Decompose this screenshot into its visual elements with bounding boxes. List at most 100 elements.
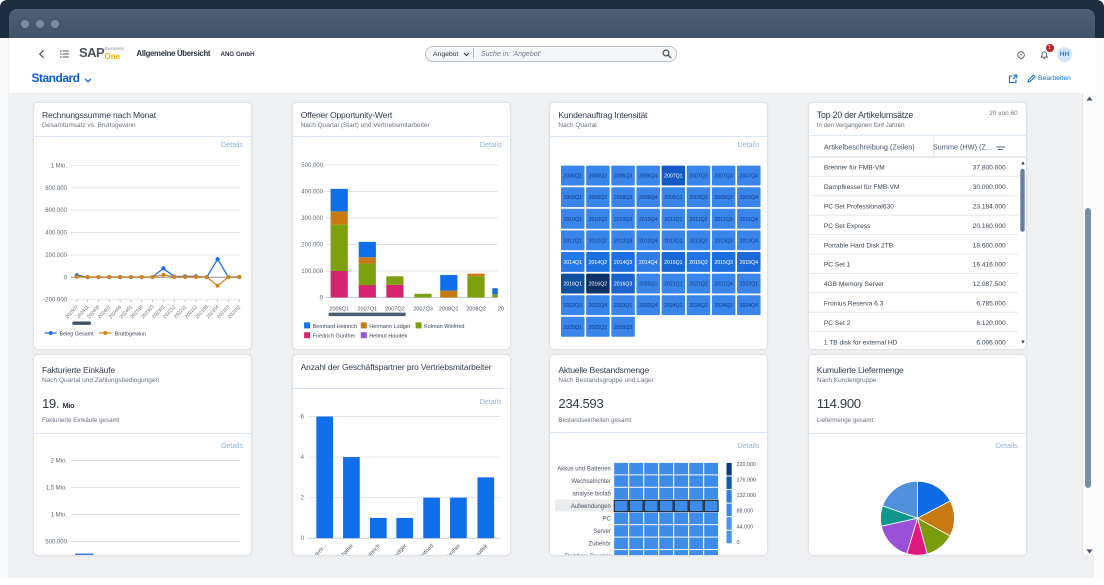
svg-text:88.000: 88.000 bbox=[737, 508, 754, 514]
svg-text:12.087.500: 12.087.500 bbox=[972, 281, 1005, 288]
svg-text:PC Set Professional630: PC Set Professional630 bbox=[824, 204, 894, 211]
svg-text:200.000: 200.000 bbox=[45, 253, 67, 259]
svg-text:1 TB disk for external HD: 1 TB disk for external HD bbox=[824, 339, 898, 346]
svg-text:2014Q3: 2014Q3 bbox=[614, 260, 633, 266]
svg-text:2023Q4: 2023Q4 bbox=[639, 303, 658, 309]
svg-text:2011Q2: 2011Q2 bbox=[690, 217, 708, 223]
svg-text:Server: Server bbox=[594, 528, 612, 534]
svg-text:2012Q4: 2012Q4 bbox=[639, 238, 658, 244]
svg-text:...infried: ...infried bbox=[417, 543, 435, 555]
svg-text:20.160.000: 20.160.000 bbox=[972, 223, 1005, 230]
svg-text:2014Q1: 2014Q1 bbox=[564, 260, 583, 266]
svg-text:?: ? bbox=[1020, 53, 1023, 59]
svg-text:2012Q2: 2012Q2 bbox=[589, 238, 608, 244]
svg-text:2007Q3: 2007Q3 bbox=[715, 174, 734, 180]
svg-text:...ünther: ...ünther bbox=[443, 543, 461, 555]
svg-text:...einrich: ...einrich bbox=[363, 543, 382, 555]
svg-text:-200.000: -200.000 bbox=[43, 298, 67, 304]
svg-text:Vertr...: Vertr... bbox=[312, 542, 328, 554]
svg-text:2009Q2: 2009Q2 bbox=[690, 195, 709, 201]
svg-text:6.785.000: 6.785.000 bbox=[976, 301, 1006, 308]
svg-text:2020Q1: 2020Q1 bbox=[639, 282, 658, 288]
svg-text:0: 0 bbox=[737, 539, 740, 545]
svg-text:2010Q2: 2010Q2 bbox=[589, 217, 608, 223]
svg-text:analyse biolab: analyse biolab bbox=[573, 491, 612, 497]
svg-text:...halter: ...halter bbox=[337, 543, 354, 555]
svg-text:2007Q2: 2007Q2 bbox=[385, 307, 405, 313]
svg-text:6.120.000: 6.120.000 bbox=[976, 320, 1006, 327]
svg-text:2015Q2: 2015Q2 bbox=[690, 260, 709, 266]
svg-text:44.000: 44.000 bbox=[737, 524, 754, 530]
svg-text:2: 2 bbox=[300, 495, 304, 501]
svg-text:2021Q2: 2021Q2 bbox=[690, 282, 709, 288]
svg-text:2007Q1: 2007Q1 bbox=[357, 307, 377, 313]
svg-text:2025Q1: 2025Q1 bbox=[564, 325, 583, 331]
svg-text:2022Q1: 2022Q1 bbox=[740, 282, 759, 288]
svg-text:400.000: 400.000 bbox=[301, 190, 323, 196]
svg-text:20: 20 bbox=[498, 307, 504, 313]
svg-text:1 Mio.: 1 Mio. bbox=[51, 163, 68, 169]
svg-text:2008Q1: 2008Q1 bbox=[564, 195, 583, 201]
svg-text:6: 6 bbox=[300, 414, 304, 420]
svg-text:2015Q3: 2015Q3 bbox=[715, 260, 734, 266]
svg-text:500.000: 500.000 bbox=[301, 163, 323, 169]
svg-text:2007Q2: 2007Q2 bbox=[690, 174, 709, 180]
svg-text:Summe (HW) (Z...: Summe (HW) (Z... bbox=[933, 143, 992, 152]
svg-text:600.000: 600.000 bbox=[45, 208, 67, 214]
svg-text:Rainbow Drucker: Rainbow Drucker bbox=[565, 553, 611, 554]
svg-text:220.000: 220.000 bbox=[737, 461, 757, 467]
svg-text:Helmut Houdek: Helmut Houdek bbox=[369, 334, 407, 340]
svg-text:2014Q2: 2014Q2 bbox=[589, 260, 608, 266]
svg-text:2013Q4: 2013Q4 bbox=[740, 238, 759, 244]
svg-text:2013Q2: 2013Q2 bbox=[690, 238, 709, 244]
svg-text:Dampfkessel für FMB-VM: Dampfkessel für FMB-VM bbox=[824, 184, 899, 191]
svg-text:2007Q4: 2007Q4 bbox=[740, 174, 759, 180]
svg-text:0: 0 bbox=[64, 275, 68, 281]
svg-text:2024Q1: 2024Q1 bbox=[665, 303, 684, 309]
svg-text:400.000: 400.000 bbox=[45, 231, 67, 237]
svg-text:30.000.000: 30.000.000 bbox=[972, 184, 1005, 191]
svg-text:2011Q4: 2011Q4 bbox=[740, 217, 758, 223]
svg-text:300.000: 300.000 bbox=[301, 216, 323, 222]
svg-text:2012Q1: 2012Q1 bbox=[564, 238, 583, 244]
svg-text:2007Q3: 2007Q3 bbox=[413, 307, 433, 313]
svg-text:2006Q3: 2006Q3 bbox=[614, 174, 633, 180]
svg-text:2024Q3: 2024Q3 bbox=[715, 303, 734, 309]
svg-text:2008Q2: 2008Q2 bbox=[589, 195, 608, 201]
svg-text:Fronius Reserva 6.3: Fronius Reserva 6.3 bbox=[824, 301, 884, 308]
svg-text:2010Q3: 2010Q3 bbox=[614, 217, 633, 223]
svg-text:100.000: 100.000 bbox=[301, 269, 323, 275]
svg-text:PC Set 2: PC Set 2 bbox=[824, 320, 851, 327]
svg-text:2024Q2: 2024Q2 bbox=[690, 303, 709, 309]
svg-text:1 Mio.: 1 Mio. bbox=[51, 512, 68, 518]
svg-text:2008Q2: 2008Q2 bbox=[466, 307, 486, 313]
svg-text:2015Q4: 2015Q4 bbox=[740, 260, 759, 266]
svg-text:500.000: 500.000 bbox=[45, 539, 67, 545]
svg-text:Bruttogewinn: Bruttogewinn bbox=[115, 331, 146, 337]
svg-text:PC Set Express: PC Set Express bbox=[824, 223, 871, 230]
svg-text:...oudek: ...oudek bbox=[471, 543, 489, 555]
svg-text:2022Q3: 2022Q3 bbox=[564, 303, 583, 309]
svg-text:18.600.000: 18.600.000 bbox=[972, 242, 1005, 249]
svg-text:2015Q1: 2015Q1 bbox=[665, 260, 684, 266]
svg-text:2006Q1: 2006Q1 bbox=[564, 174, 583, 180]
svg-text:Portable Hard Disk 2TB: Portable Hard Disk 2TB bbox=[824, 242, 894, 249]
svg-text:132.000: 132.000 bbox=[737, 493, 757, 499]
svg-text:Bernhard Heinrich: Bernhard Heinrich bbox=[312, 324, 356, 330]
svg-text:6.006.000: 6.006.000 bbox=[976, 339, 1006, 346]
svg-text:4GB Memory Server: 4GB Memory Server bbox=[824, 281, 885, 288]
svg-text:2010Q4: 2010Q4 bbox=[639, 217, 658, 223]
svg-text:Artikelbeschreibung (Zeilen): Artikelbeschreibung (Zeilen) bbox=[824, 143, 915, 152]
svg-text:2011Q3: 2011Q3 bbox=[715, 217, 733, 223]
svg-text:16.416.000: 16.416.000 bbox=[972, 262, 1005, 269]
svg-text:200.000: 200.000 bbox=[301, 243, 323, 249]
svg-text:2007Q1: 2007Q1 bbox=[665, 174, 684, 180]
svg-text:Akkus und Batterien: Akkus und Batterien bbox=[558, 466, 612, 472]
svg-text:2013Q1: 2013Q1 bbox=[665, 238, 684, 244]
svg-text:0: 0 bbox=[300, 536, 304, 542]
svg-text:2009Q1: 2009Q1 bbox=[665, 195, 684, 201]
svg-text:0: 0 bbox=[319, 296, 323, 302]
svg-text:2008Q3: 2008Q3 bbox=[614, 195, 633, 201]
svg-text:2025Q3: 2025Q3 bbox=[614, 325, 633, 331]
svg-text:2011Q1: 2011Q1 bbox=[665, 217, 683, 223]
